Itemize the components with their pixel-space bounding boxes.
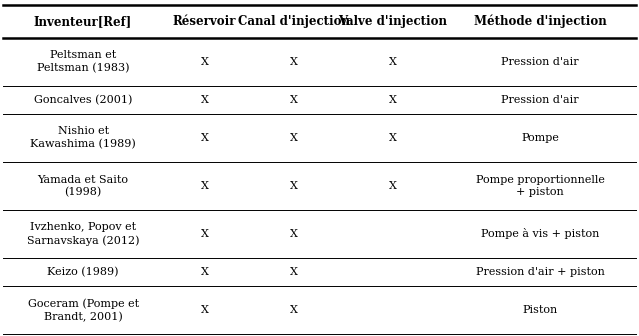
Text: Goceram (Pompe et
Brandt, 2001): Goceram (Pompe et Brandt, 2001) [27,299,139,322]
Text: X: X [201,229,208,239]
Text: X: X [389,181,397,191]
Text: X: X [290,305,298,315]
Text: Valve d'injection: Valve d'injection [339,15,447,28]
Text: X: X [201,305,208,315]
Text: X: X [389,56,397,67]
Text: Pompe: Pompe [521,133,559,143]
Text: Piston: Piston [522,305,558,315]
Text: X: X [290,133,298,143]
Text: X: X [290,95,298,105]
Text: Inventeur[Ref]: Inventeur[Ref] [34,15,132,28]
Text: X: X [290,267,298,277]
Text: Yamada et Saito
(1998): Yamada et Saito (1998) [38,174,128,197]
Text: X: X [290,56,298,67]
Text: Pression d'air: Pression d'air [501,95,579,105]
Text: X: X [389,133,397,143]
Text: Pompe proportionnelle
+ piston: Pompe proportionnelle + piston [475,175,604,197]
Text: Ivzhenko, Popov et
Sarnavskaya (2012): Ivzhenko, Popov et Sarnavskaya (2012) [27,222,139,246]
Text: X: X [201,95,208,105]
Text: Keizo (1989): Keizo (1989) [47,267,119,277]
Text: Goncalves (2001): Goncalves (2001) [34,94,132,105]
Text: X: X [290,181,298,191]
Text: Pression d'air: Pression d'air [501,56,579,67]
Text: Pompe à vis + piston: Pompe à vis + piston [481,228,599,240]
Text: Canal d'injection: Canal d'injection [238,15,350,28]
Text: X: X [201,133,208,143]
Text: Nishio et
Kawashima (1989): Nishio et Kawashima (1989) [30,126,136,149]
Text: X: X [201,181,208,191]
Text: Peltsman et
Peltsman (1983): Peltsman et Peltsman (1983) [37,50,129,73]
Text: Réservoir: Réservoir [173,15,236,28]
Text: X: X [201,56,208,67]
Text: X: X [389,95,397,105]
Text: X: X [201,267,208,277]
Text: Méthode d'injection: Méthode d'injection [473,14,606,28]
Text: X: X [290,229,298,239]
Text: Pression d'air + piston: Pression d'air + piston [475,267,604,277]
